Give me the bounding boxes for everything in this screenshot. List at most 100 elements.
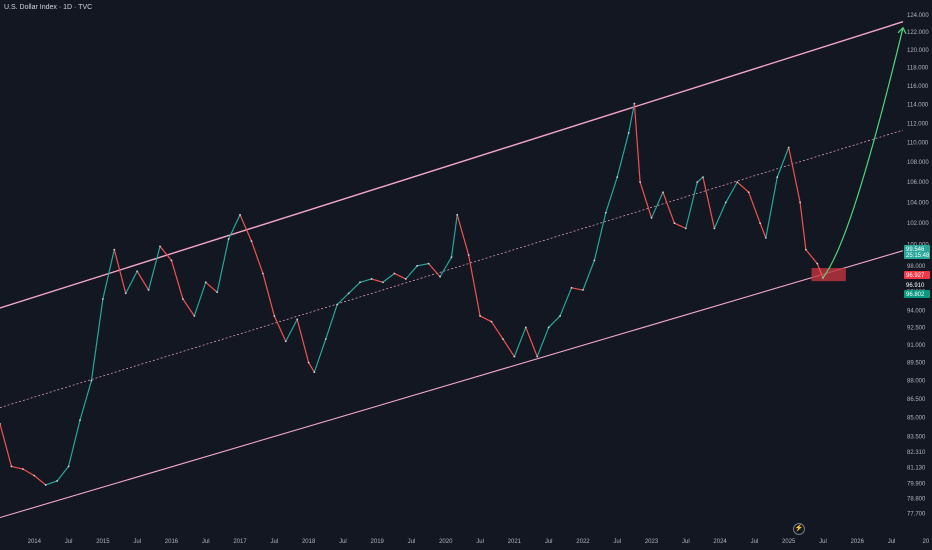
price-segment [273,315,287,342]
price-segment [536,327,550,357]
price-point [101,298,104,300]
price-segment [685,181,698,229]
price-point [370,278,373,280]
price-segment [313,338,327,373]
x-tick-label: 2021 [508,539,522,545]
x-tick-label: 2018 [302,539,316,545]
price-point [759,222,762,225]
x-tick-label: 2023 [645,539,659,545]
price-segment [662,192,675,224]
y-tick-label: 110.000 [907,141,929,147]
mid-channel-line [0,129,904,408]
price-point [181,298,184,300]
y-tick-label: 104.000 [907,200,929,206]
price-point [404,278,407,280]
price-segment [405,265,418,280]
price-point [427,262,430,265]
price-point [307,361,310,364]
price-segment [736,181,750,193]
price-tag [904,281,930,289]
price-segment [113,249,127,294]
lightning-icon[interactable]: ⚡ [793,523,805,535]
price-tag [904,271,930,279]
price-segment [205,281,218,293]
price-point [170,259,173,262]
price-point [0,423,1,425]
price-point [147,289,150,291]
price-segment [479,315,492,323]
x-tick-label: Jul [65,539,73,545]
price-segment [182,298,195,317]
price-point [593,259,596,262]
price-point [736,181,739,184]
price-point [44,484,47,486]
arrow-head [897,26,907,35]
price-segment [559,287,573,317]
y-tick-label: 124.000 [907,13,929,19]
price-segment [816,263,824,279]
y-tick-label: 78.800 [907,496,926,502]
price-segment [439,256,453,278]
price-segment [22,468,35,477]
x-tick-label: Jul [202,539,210,545]
price-segment [45,480,58,486]
price-tag-label: 96.802 [906,292,925,298]
price-segment [262,273,275,317]
y-tick-label: 89.500 [907,361,926,367]
price-segment [79,380,93,421]
y-tick-label: 118.000 [907,66,929,72]
price-point [439,275,441,278]
price-point [479,315,481,317]
price-segment [170,260,184,300]
price-segment [417,263,429,267]
price-segment [296,319,310,363]
x-tick-label: Jul [682,539,690,545]
price-segment [582,260,595,291]
price-point [204,281,207,284]
x-tick-label: Jul [270,539,278,545]
price-segment [616,132,630,178]
x-tick-label: 2022 [576,539,590,545]
price-segment [788,147,801,203]
price-point [416,264,419,267]
price-segment [639,181,653,219]
price-segment [502,338,515,357]
price-point [239,213,241,216]
price-segment [33,475,47,486]
price-point [513,355,516,358]
price-point [10,465,13,468]
price-point [296,318,299,321]
y-tick-label: 94.000 [907,308,926,314]
price-point [776,176,779,178]
price-point [56,480,59,482]
price-point [467,254,470,256]
projection-arrow [822,27,904,279]
price-segment [725,181,738,203]
price-segment [491,321,504,340]
price-segment [336,292,350,306]
y-tick-label: 116.000 [907,84,929,90]
y-tick-label: 83.500 [907,435,926,441]
price-point [159,245,161,248]
price-point [502,338,504,340]
price-point [216,291,219,294]
y-tick-label: 122.000 [907,30,929,36]
price-point [284,340,287,343]
x-tick-label: 2017 [233,539,247,545]
price-segment [571,287,584,291]
price-segment [513,327,527,357]
price-segment [136,270,150,291]
x-tick-label: 2026 [851,539,865,545]
price-segment [428,263,441,278]
price-point [650,217,653,219]
price-segment [456,214,470,256]
y-tick-label: 77.700 [907,511,926,517]
x-tick-label: Jul [339,539,347,545]
price-point [193,315,196,317]
price-point [816,262,819,265]
price-point [67,465,70,468]
price-point [570,286,573,289]
price-segment [102,249,115,300]
price-point [713,227,716,230]
